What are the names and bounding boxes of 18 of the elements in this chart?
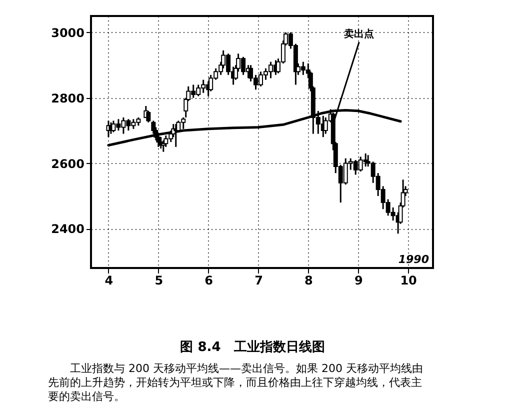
x-tick-label: 4 <box>104 274 114 288</box>
annotation: 1990 <box>398 253 430 266</box>
x-tick-label: 6 <box>204 274 214 288</box>
candlestick <box>161 140 166 153</box>
candlestick <box>323 116 328 135</box>
text: 工业指数与 200 天移动平均线——卖出信号。如果 200 天移动平均线由先前的上升趋势，开始转为平坦或下降，而且价格由上往下穿越均线，代表主要的卖出信号。 <box>48 362 424 404</box>
x-tick-label: 5 <box>154 274 164 288</box>
x-tick-label: 9 <box>354 274 363 288</box>
x-tick-label: 10 <box>400 274 417 288</box>
x-tick-label: 8 <box>304 274 313 288</box>
y-tick-label: 2400 <box>51 222 84 236</box>
y-tick-label: 2600 <box>51 156 84 171</box>
x-tick-label: 7 <box>254 274 263 288</box>
annotation: 卖出点 <box>344 28 374 40</box>
candlestick <box>146 110 151 124</box>
y-tick-label: 3000 <box>51 26 84 40</box>
text: 图 8.4 工业指数日线图 <box>179 339 326 356</box>
y-tick-label: 2800 <box>51 91 84 106</box>
